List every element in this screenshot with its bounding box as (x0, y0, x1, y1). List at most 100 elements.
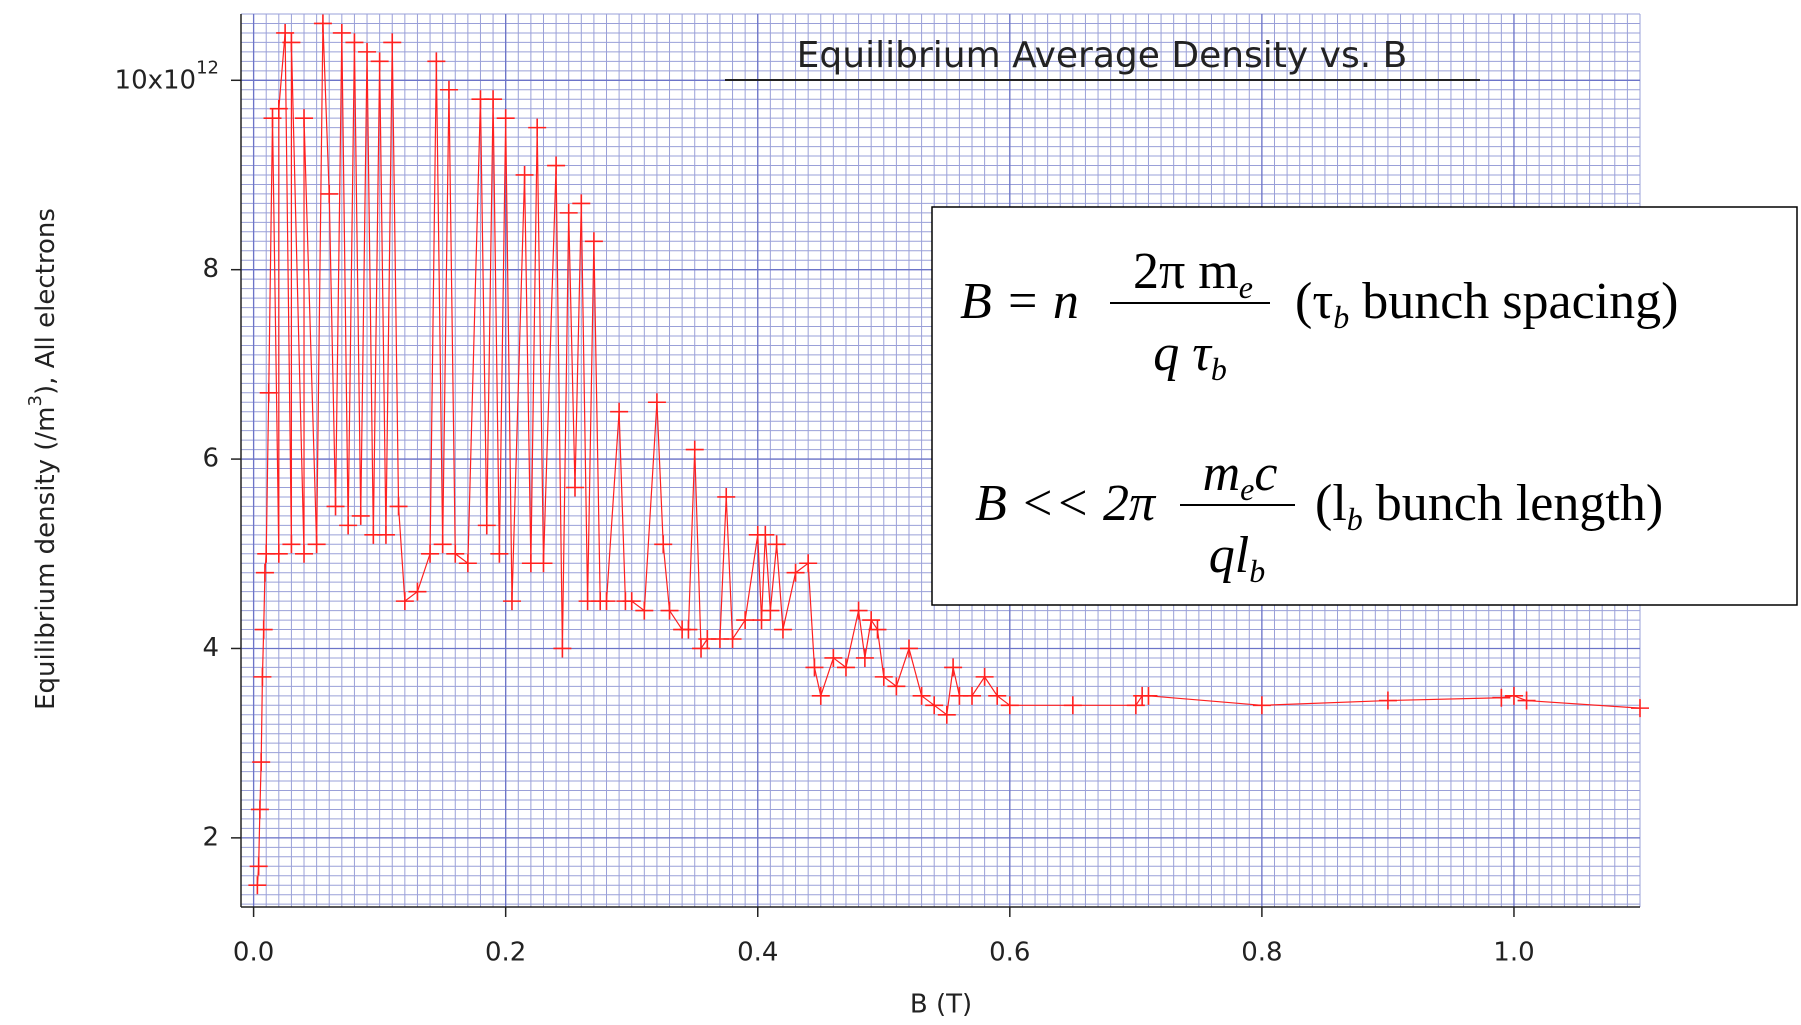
data-point (276, 23, 295, 42)
data-point (295, 544, 314, 563)
x-tick-label: 0.4 (737, 938, 778, 968)
data-point (446, 544, 465, 563)
eq-num: c (1254, 445, 1277, 502)
data-point (515, 165, 534, 184)
data-point (502, 592, 521, 611)
data-point (326, 497, 345, 516)
eq-sub: b (1347, 501, 1363, 537)
data-point (925, 696, 944, 715)
data-point (805, 658, 824, 677)
eq-text: mec (1203, 445, 1278, 507)
data-point (484, 90, 503, 109)
data-point (282, 535, 301, 554)
data-point (868, 620, 887, 639)
data-point (572, 194, 591, 213)
x-tick-label: 1.0 (1493, 938, 1534, 968)
data-point (773, 620, 792, 639)
plot (248, 14, 1649, 895)
data-point (1139, 686, 1158, 705)
data-point (1631, 699, 1649, 718)
data-point (307, 535, 326, 554)
eq-text: (τb bunch spacing) (1295, 273, 1678, 335)
eq-den: ql (1209, 527, 1249, 584)
data-point (477, 516, 496, 535)
data-point (862, 611, 881, 630)
data-point (427, 52, 446, 71)
eq-note: bunch length) (1363, 475, 1663, 532)
data-point (679, 620, 698, 639)
eq-note: (l (1315, 475, 1347, 532)
data-point (295, 109, 314, 128)
data-point (887, 677, 906, 696)
eq-text: q τb (1153, 325, 1227, 387)
box (931, 206, 1798, 606)
data-point (332, 23, 351, 42)
data-point (752, 611, 771, 630)
eq-text: B = n (960, 273, 1079, 330)
data-point (439, 80, 458, 99)
x-tick-label: 0.2 (485, 938, 526, 968)
y-tick-label: 10x1012 (115, 57, 219, 95)
eq-text: qlb (1209, 527, 1265, 589)
data-point (547, 156, 566, 175)
data-point (1378, 691, 1397, 710)
data-point (912, 686, 931, 705)
data-point (253, 667, 272, 686)
eq-num: 2π m (1133, 243, 1239, 300)
data-point (597, 592, 616, 611)
data-point (345, 33, 364, 52)
y-label-text: ), All electrons (31, 208, 61, 395)
data-point (421, 544, 440, 563)
data-point (1126, 696, 1145, 715)
y-tick-label: 2 (202, 822, 219, 852)
y-label-sup: 3 (25, 395, 46, 406)
data-point (370, 52, 389, 71)
data-point (282, 33, 301, 52)
eq-text: B << 2π (975, 475, 1157, 532)
data-point (824, 648, 843, 667)
data-point (358, 42, 377, 61)
data-point (395, 592, 414, 611)
data-point (849, 601, 868, 620)
data-point (433, 535, 452, 554)
data-point (263, 109, 282, 128)
y-tick-label: 6 (202, 444, 219, 474)
data-point (836, 658, 855, 677)
data-point (351, 506, 370, 525)
data-point (496, 109, 515, 128)
data-point (1492, 688, 1511, 707)
equation-box: B = n 2π me q τb (τb bunch spacing) B <<… (931, 206, 1798, 606)
data-point (685, 440, 704, 459)
data-point (874, 667, 893, 686)
data-point (248, 876, 267, 895)
data-point (799, 554, 818, 573)
data-point (723, 630, 742, 649)
data-point (320, 184, 339, 203)
data-point (269, 544, 288, 563)
data-point (254, 620, 273, 639)
eq-text: 2π me (1133, 243, 1253, 305)
y-tick-text: 10x10 (115, 65, 197, 95)
data-point (786, 563, 805, 582)
axes: 0.0 0.2 0.4 0.6 0.8 1.0 2 4 6 8 10x1012 (115, 14, 1640, 968)
data-point (736, 611, 755, 630)
data-point (389, 497, 408, 516)
x-tick-label: 0.8 (1241, 938, 1282, 968)
data-point (937, 705, 956, 724)
data-point (1252, 696, 1271, 715)
data-point (1517, 691, 1536, 710)
data-point (610, 402, 629, 421)
data-point (252, 753, 271, 772)
data-point (717, 487, 736, 506)
data-point (756, 525, 775, 544)
data-point (1504, 686, 1523, 705)
equation-2: B << 2π mec qlb (lb bunch length) (975, 445, 1663, 589)
data-point (458, 554, 477, 573)
data-point (647, 393, 666, 412)
data-point (692, 639, 711, 658)
data-point (963, 686, 982, 705)
eq-den: q τ (1153, 325, 1213, 382)
eq-num: m (1203, 445, 1241, 502)
x-tick-label: 0.6 (989, 938, 1030, 968)
